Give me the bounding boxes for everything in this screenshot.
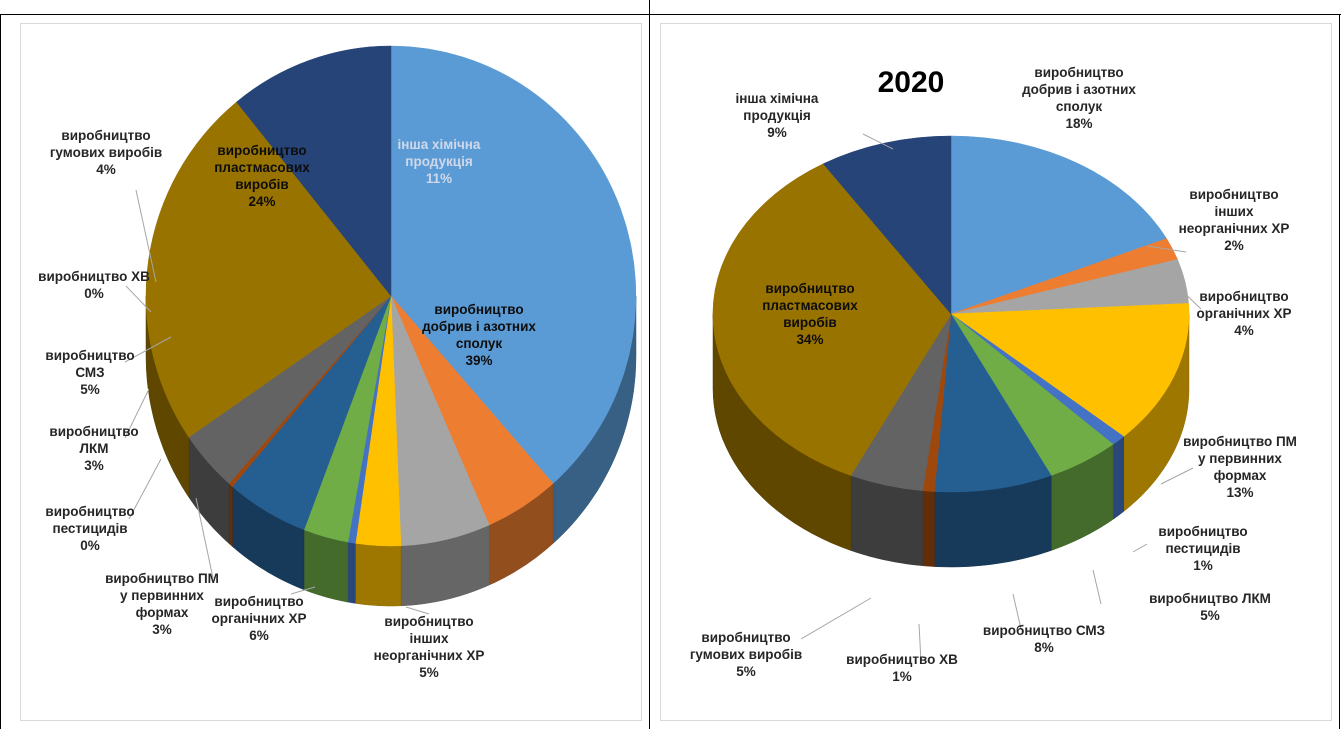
data-label-3: виробництво ПМ у первинних формах 13% xyxy=(1183,434,1297,500)
data-label-10: інша хімічна продукція 11% xyxy=(398,137,481,186)
data-label-9: виробництво пластмасових виробів 24% xyxy=(214,143,310,209)
pie-slices xyxy=(145,45,637,547)
data-label-1: виробництво інших неорганічних ХР 5% xyxy=(374,614,485,680)
data-label-3: виробництво ПМ у первинних формах 3% xyxy=(105,571,219,637)
data-label-7: виробництво ХВ 0% xyxy=(38,269,150,301)
table-border-left xyxy=(0,14,1,729)
leader-line-2 xyxy=(290,586,316,595)
leader-line-6 xyxy=(1012,593,1022,630)
pie-side-7 xyxy=(922,490,935,567)
leader-line-8 xyxy=(800,597,872,640)
leader-line-1 xyxy=(1146,245,1187,253)
data-label-6: виробництво СМЗ 8% xyxy=(983,623,1105,655)
data-label-4: виробництво пестицидів 1% xyxy=(1158,524,1247,573)
table-border-top xyxy=(0,14,1341,15)
pie-slice-0 xyxy=(950,135,1167,315)
pie-slice-9 xyxy=(145,101,392,438)
pie-side-3 xyxy=(355,543,402,607)
pie-side-4 xyxy=(347,541,356,604)
data-label-1: виробництво інших неорганічних ХР 2% xyxy=(1179,187,1290,253)
pie-slice-6 xyxy=(934,313,1052,493)
data-label-8: виробництво гумових виробів 4% xyxy=(50,128,162,177)
leader-line-5 xyxy=(1092,569,1102,605)
data-label-8: виробництво гумових виробів 5% xyxy=(690,630,802,679)
pie-chart-2020: 2020 виробництво добрив і азотних сполук 18%… xyxy=(690,65,1297,684)
chart-title: 2020 xyxy=(878,66,945,99)
pie-side-7 xyxy=(228,483,233,547)
table-border-right xyxy=(1339,14,1340,729)
leader-line-2 xyxy=(1172,281,1202,310)
chart-2020: 2020 виробництво добрив і азотних сполук 18%… xyxy=(660,23,1332,721)
leader-line-7 xyxy=(918,623,922,663)
pie-chart-2013: 2013виробництводобрив і азотнихсполук39%… xyxy=(38,45,637,680)
pie-slice-3 xyxy=(950,303,1190,437)
leader-line-6 xyxy=(124,336,172,363)
leader-line-3 xyxy=(1160,467,1194,485)
leader-line-10 xyxy=(862,133,894,150)
data-label-0: виробництво добрив і азотних сполук 39% xyxy=(422,302,536,368)
leader-line-1 xyxy=(405,606,430,615)
pie-side-4 xyxy=(1112,436,1124,520)
leader-line-5 xyxy=(124,388,150,439)
pie-slice-0 xyxy=(390,45,637,484)
leader-line-3 xyxy=(195,497,214,579)
data-label-7: виробництво ХВ 1% xyxy=(846,652,958,684)
pie-slice-9 xyxy=(712,163,952,476)
chart-2013: 2013виробництводобрив і азотнихсполук39%… xyxy=(20,23,642,721)
data-label-5: виробництво ЛКМ 3% xyxy=(49,424,138,473)
pie-slices xyxy=(712,135,1190,493)
pie-slice-10 xyxy=(236,45,392,297)
data-label-4: виробництво пестицидів 0% xyxy=(45,504,134,553)
data-label-6: виробництво СМЗ 5% xyxy=(45,348,134,397)
pie-slice-10 xyxy=(822,135,952,315)
data-label-9: виробництво пластмасових виробів 34% xyxy=(762,281,858,347)
leader-line-8 xyxy=(135,189,157,283)
leader-line-4 xyxy=(1132,543,1148,553)
data-label-2: виробництво органічних ХР 4% xyxy=(1196,289,1291,338)
table-border-middle xyxy=(649,0,650,729)
data-label-10: інша хімічна продукція 9% xyxy=(736,91,819,140)
leader-line-7 xyxy=(125,285,152,313)
data-label-0: виробництво добрив і азотних сполук 18% xyxy=(1022,65,1136,131)
data-label-5: виробництво ЛКМ 5% xyxy=(1149,591,1271,623)
leader-line-4 xyxy=(128,458,162,520)
data-label-2: виробництво органічних ХР 6% xyxy=(211,594,306,643)
